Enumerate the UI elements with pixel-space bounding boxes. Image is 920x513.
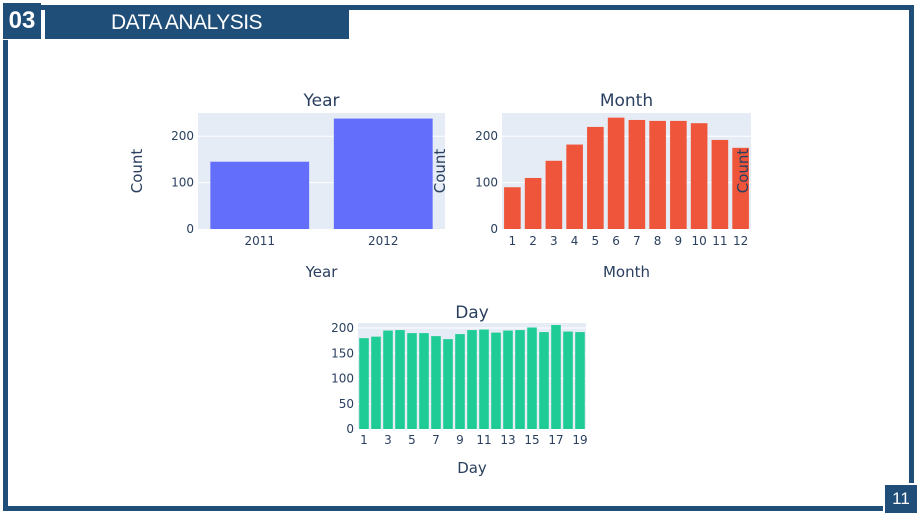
y-tick-label: 0 (186, 222, 194, 236)
bar (395, 330, 405, 429)
bar (524, 177, 542, 229)
bar (503, 330, 513, 429)
frame-top-border (40, 5, 914, 10)
y-tick-label: 100 (171, 176, 194, 190)
y-tick-label: 200 (171, 129, 194, 143)
bar (504, 187, 521, 229)
x-axis-label: Year (305, 263, 339, 281)
y-tick-label: 0 (490, 222, 498, 236)
x-axis-label: Month (603, 263, 650, 281)
x-tick-label: 2011 (244, 234, 275, 248)
chart-title: Month (600, 91, 653, 111)
x-tick-label: 5 (592, 234, 600, 248)
bar (407, 333, 417, 429)
x-tick-label: 8 (654, 234, 662, 248)
chart-title: Day (455, 303, 489, 323)
bar (587, 126, 604, 229)
x-tick-label: 5 (408, 433, 416, 447)
x-tick-label: 2 (529, 234, 537, 248)
x-tick-label: 11 (476, 433, 491, 447)
bar (491, 332, 501, 429)
y-tick-label: 200 (475, 129, 498, 143)
bar (539, 332, 549, 429)
bar (690, 123, 708, 229)
bar (419, 333, 429, 429)
x-tick-label: 7 (633, 234, 641, 248)
bar (575, 332, 585, 429)
y-axis-label-overlap: Count (734, 149, 752, 194)
x-tick-label: 1 (509, 234, 517, 248)
x-tick-label: 3 (550, 234, 558, 248)
x-tick-label: 10 (691, 234, 706, 248)
x-tick-label: 17 (548, 433, 563, 447)
bar (628, 119, 646, 229)
x-tick-label: 1 (360, 433, 368, 447)
bar (527, 327, 537, 429)
bar (467, 330, 477, 429)
x-axis-label: Day (457, 459, 487, 477)
bar (455, 334, 465, 429)
bar (431, 336, 441, 429)
bar (371, 336, 381, 429)
bar (607, 117, 625, 229)
y-tick-label: 150 (331, 346, 354, 360)
bar (333, 118, 433, 229)
bar (545, 160, 563, 229)
y-tick-label: 100 (475, 176, 498, 190)
x-tick-label: 9 (456, 433, 464, 447)
bar (732, 147, 749, 229)
bar (443, 339, 453, 429)
x-tick-label: 13 (500, 433, 515, 447)
bar (563, 331, 573, 429)
x-tick-label: 2012 (368, 234, 399, 248)
chart-title: Year (303, 91, 340, 111)
y-axis-label: Count (128, 149, 146, 194)
section-number: 03 (3, 3, 41, 39)
y-axis-label: Count (431, 149, 449, 194)
x-tick-label: 15 (524, 433, 539, 447)
x-tick-label: 7 (432, 433, 440, 447)
bar (515, 330, 525, 429)
bar (649, 120, 666, 229)
x-tick-label: 11 (712, 234, 727, 248)
page-number: 11 (885, 485, 917, 513)
bar (566, 144, 583, 229)
bar (670, 120, 687, 229)
y-tick-label: 100 (331, 372, 354, 386)
bar (359, 338, 369, 429)
x-tick-label: 4 (571, 234, 579, 248)
bar (551, 325, 561, 429)
frame-right-border (909, 5, 914, 483)
x-tick-label: 19 (572, 433, 587, 447)
plot-area (502, 113, 751, 229)
x-tick-label: 3 (384, 433, 392, 447)
x-tick-label: 12 (733, 234, 748, 248)
frame-bottom-border (3, 506, 883, 511)
x-tick-label: 6 (612, 234, 620, 248)
frame-left-border (3, 40, 8, 511)
bar (711, 139, 729, 229)
bar (383, 330, 393, 429)
y-tick-label: 50 (339, 397, 354, 411)
bar (210, 161, 310, 229)
y-tick-label: 200 (331, 321, 354, 335)
y-tick-label: 0 (346, 422, 354, 436)
x-tick-label: 9 (675, 234, 683, 248)
bar (479, 329, 489, 429)
slide-title: DATA ANALYSIS (45, 6, 349, 39)
